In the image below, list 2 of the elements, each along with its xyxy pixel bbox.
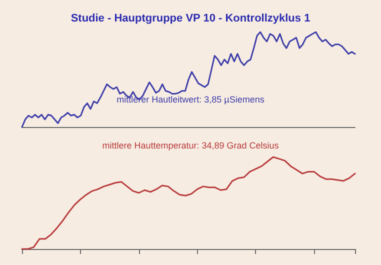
text: mittlere Hauttemperatur: 34,89 Grad Celsius [102, 140, 280, 150]
chart-title: Studie - Hauptgruppe VP 10 - Kontrollzyklus 1 [70, 12, 310, 24]
